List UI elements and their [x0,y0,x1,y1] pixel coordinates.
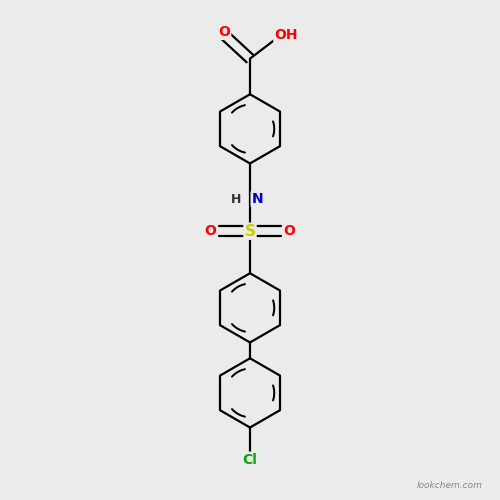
Text: O: O [218,25,230,39]
Text: Cl: Cl [242,452,258,466]
Text: OH: OH [274,28,298,42]
Text: lookchem.com: lookchem.com [416,481,482,490]
Text: N: N [252,192,263,206]
Text: S: S [244,224,256,238]
Text: H: H [231,192,241,205]
Text: O: O [284,224,296,238]
Text: O: O [204,224,216,238]
